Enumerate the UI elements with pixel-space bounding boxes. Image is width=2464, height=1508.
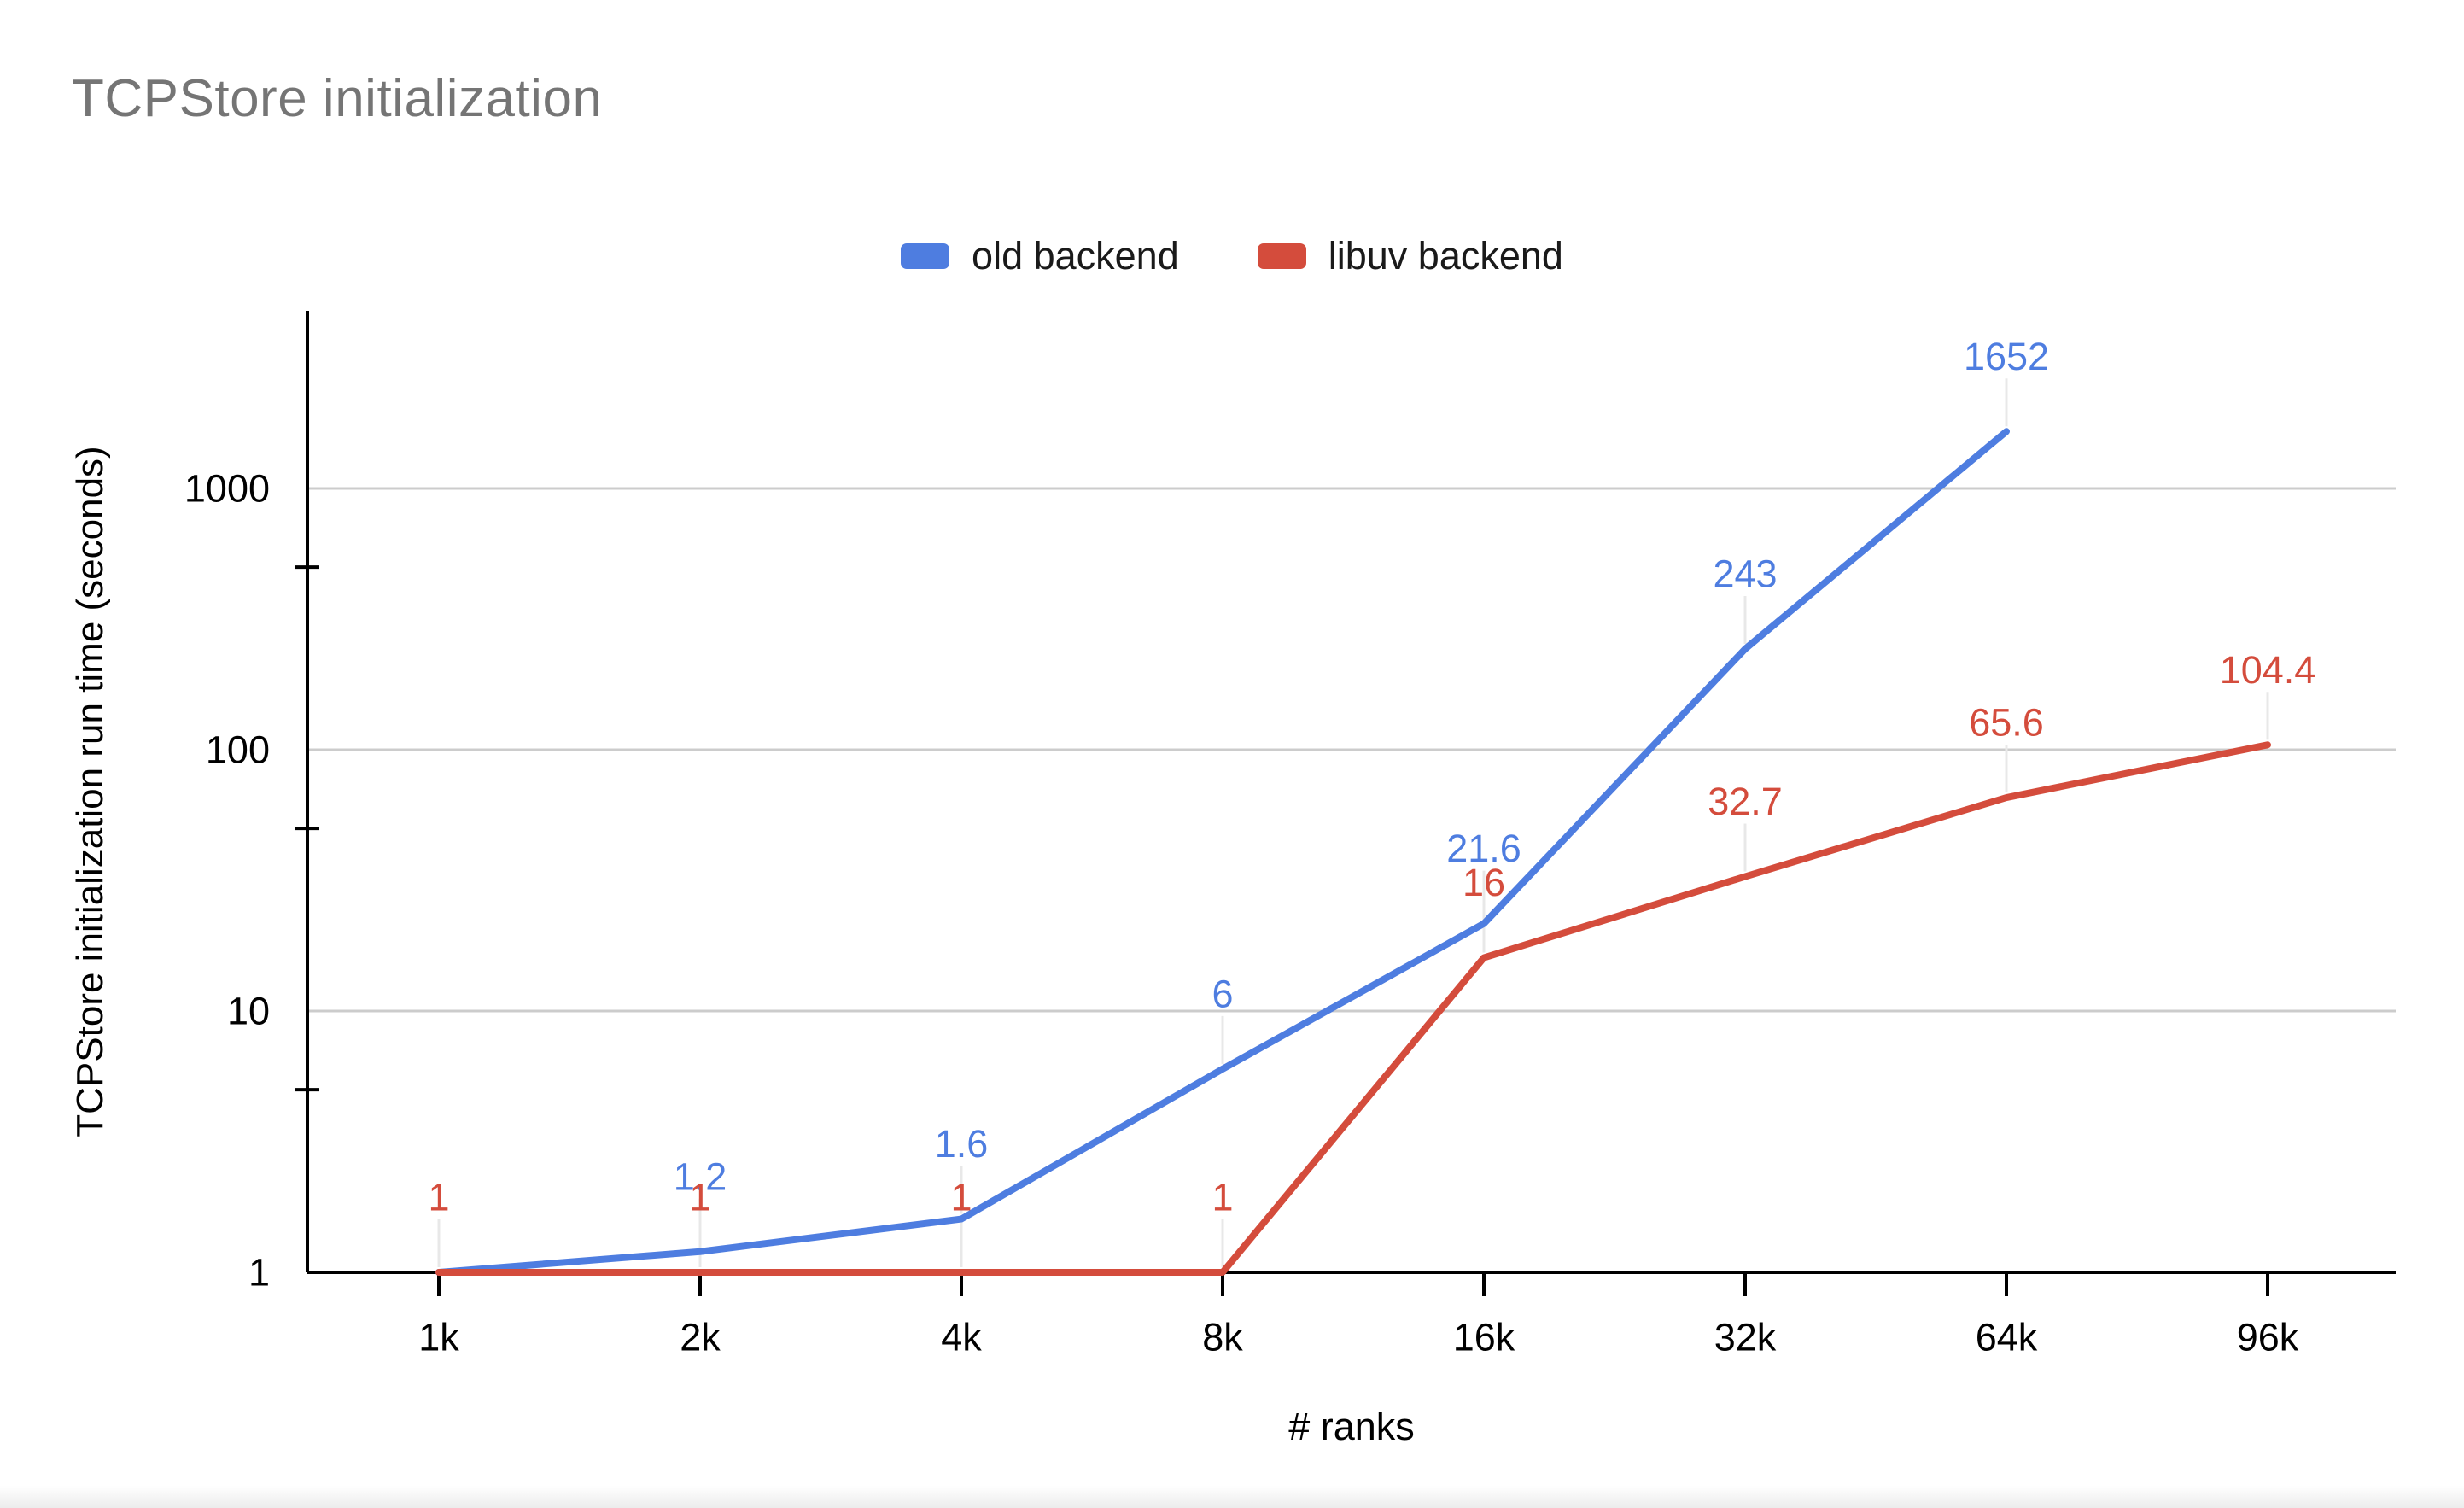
data-label: 1.6: [935, 1122, 989, 1166]
legend-item-old-backend: old backend: [901, 234, 1179, 278]
data-label: 104.4: [2220, 648, 2316, 692]
data-label: 6: [1212, 972, 1233, 1015]
data-label: 16: [1463, 861, 1505, 904]
legend-item-libuv-backend: libuv backend: [1257, 234, 1563, 278]
y-tick-label: 10: [227, 990, 270, 1033]
x-axis-title: # ranks: [1288, 1405, 1415, 1448]
legend-label: old backend: [972, 234, 1179, 278]
data-label: 1: [428, 1176, 449, 1219]
data-label: 1.2: [674, 1154, 727, 1198]
data-label: 32.7: [1708, 780, 1783, 823]
data-label: 1: [950, 1176, 972, 1219]
x-tick-label: 1k: [418, 1316, 459, 1359]
x-tick-label: 64k: [1976, 1316, 2038, 1359]
y-tick-label: 100: [206, 728, 270, 772]
legend-swatch-icon: [1257, 243, 1306, 269]
data-label: 1: [1212, 1176, 1233, 1219]
chart-title: TCPStore initialization: [72, 69, 603, 128]
data-label: 1: [689, 1176, 710, 1219]
x-tick-label: 8k: [1202, 1316, 1243, 1359]
data-label: 65.6: [1969, 701, 2044, 745]
legend-swatch-icon: [901, 243, 950, 269]
data-label: 21.6: [1446, 827, 1521, 870]
y-tick-label: 1: [248, 1251, 270, 1295]
x-tick-label: 2k: [680, 1316, 721, 1359]
series-line-libuv-backend: [435, 741, 2271, 1276]
legend-label: libuv backend: [1328, 234, 1563, 278]
data-label: 1652: [1964, 335, 2049, 378]
data-label: 243: [1713, 552, 1777, 596]
x-tick-label: 16k: [1453, 1316, 1515, 1359]
footer-bar: [0, 1486, 2464, 1508]
x-tick-label: 4k: [941, 1316, 982, 1359]
y-tick-label: 1000: [184, 467, 270, 511]
series-line-old-backend: [435, 428, 2010, 1276]
x-tick-label: 32k: [1714, 1316, 1777, 1359]
chart-legend: old backend libuv backend: [0, 229, 2464, 283]
x-tick-label: 96k: [2237, 1316, 2299, 1359]
